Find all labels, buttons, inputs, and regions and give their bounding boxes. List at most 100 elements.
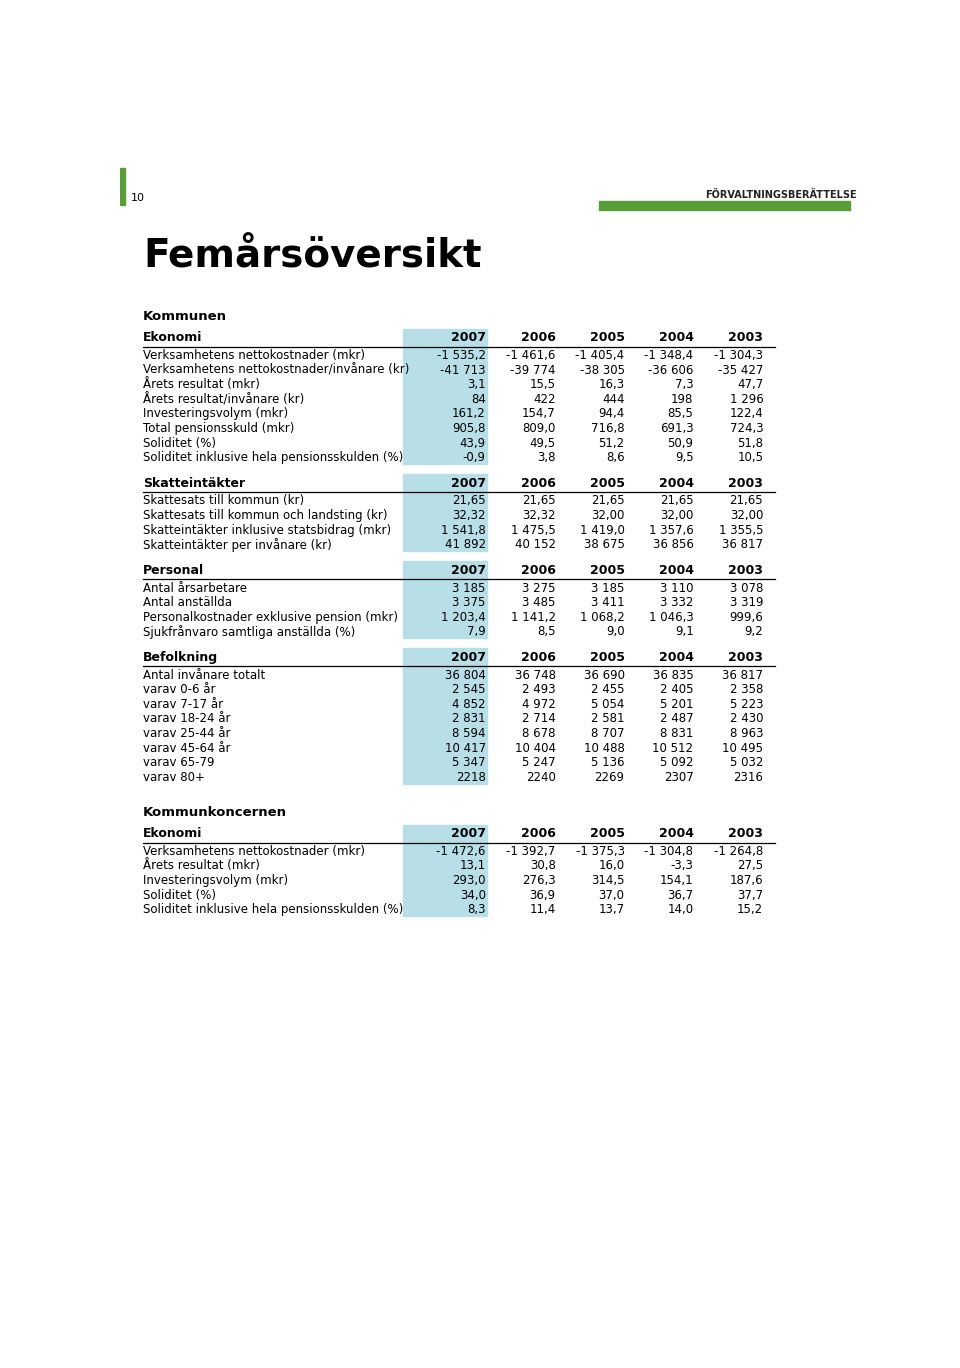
Text: 36 748: 36 748 (515, 669, 556, 681)
Text: 2007: 2007 (451, 651, 486, 663)
Text: 1 296: 1 296 (730, 393, 763, 406)
Text: varav 65-79: varav 65-79 (143, 757, 215, 769)
Bar (403, 769, 487, 784)
Text: Befolkning: Befolkning (143, 651, 218, 663)
Text: 21,65: 21,65 (660, 494, 693, 508)
Text: 1 357,6: 1 357,6 (649, 524, 693, 536)
Text: 32,00: 32,00 (660, 509, 693, 523)
Bar (403, 825, 487, 843)
Text: varav 45-64 år: varav 45-64 år (143, 741, 230, 755)
Text: Investeringsvolym (mkr): Investeringsvolym (mkr) (143, 408, 288, 420)
Text: -1 392,7: -1 392,7 (506, 845, 556, 858)
Text: 2 430: 2 430 (730, 713, 763, 725)
Text: 2005: 2005 (589, 477, 625, 490)
Text: Skattesats till kommun och landsting (kr): Skattesats till kommun och landsting (kr… (143, 509, 388, 523)
Text: -38 305: -38 305 (580, 364, 625, 376)
Text: Ekonomi: Ekonomi (143, 828, 203, 840)
Text: Skatteintäkter inklusive statsbidrag (mkr): Skatteintäkter inklusive statsbidrag (mk… (143, 524, 392, 536)
Text: 4 972: 4 972 (522, 698, 556, 711)
Text: 314,5: 314,5 (591, 874, 625, 886)
Text: 8,5: 8,5 (537, 625, 556, 639)
Text: -39 774: -39 774 (510, 364, 556, 376)
Bar (403, 843, 487, 858)
Text: Total pensionsskuld (mkr): Total pensionsskuld (mkr) (143, 423, 295, 435)
Text: 8,6: 8,6 (606, 451, 625, 464)
Text: 2004: 2004 (659, 651, 693, 663)
Text: 1 355,5: 1 355,5 (719, 524, 763, 536)
Text: 5 223: 5 223 (730, 698, 763, 711)
Text: Verksamhetens nettokostnader (mkr): Verksamhetens nettokostnader (mkr) (143, 845, 365, 858)
Text: 10 488: 10 488 (584, 741, 625, 755)
Text: 2003: 2003 (729, 564, 763, 577)
Text: 2 581: 2 581 (591, 713, 625, 725)
Text: 40 152: 40 152 (515, 539, 556, 551)
Text: 85,5: 85,5 (667, 408, 693, 420)
Text: 2003: 2003 (729, 331, 763, 345)
Text: varav 18-24 år: varav 18-24 år (143, 713, 230, 725)
Bar (403, 681, 487, 696)
Bar (403, 648, 487, 668)
Bar (403, 450, 487, 465)
Text: 16,0: 16,0 (598, 859, 625, 873)
Text: -1 472,6: -1 472,6 (437, 845, 486, 858)
Bar (403, 376, 487, 391)
Text: 43,9: 43,9 (460, 436, 486, 450)
Text: Sjukfrånvaro samtliga anställda (%): Sjukfrånvaro samtliga anställda (%) (143, 625, 355, 639)
Text: 51,8: 51,8 (737, 436, 763, 450)
Text: Antal årsarbetare: Antal årsarbetare (143, 581, 248, 595)
Text: 9,1: 9,1 (675, 625, 693, 639)
Text: 2007: 2007 (451, 477, 486, 490)
Text: 9,5: 9,5 (675, 451, 693, 464)
Text: Soliditet (%): Soliditet (%) (143, 436, 216, 450)
Text: 444: 444 (602, 393, 625, 406)
Text: Ekonomi: Ekonomi (143, 331, 203, 345)
Text: 2005: 2005 (589, 828, 625, 840)
Text: 724,3: 724,3 (730, 423, 763, 435)
Text: Antal invånare totalt: Antal invånare totalt (143, 669, 266, 681)
Text: -1 304,3: -1 304,3 (714, 349, 763, 363)
Bar (403, 406, 487, 420)
Text: 7,3: 7,3 (675, 378, 693, 391)
Text: 1 541,8: 1 541,8 (441, 524, 486, 536)
Text: 2006: 2006 (520, 651, 556, 663)
Bar (403, 347, 487, 363)
Text: 2007: 2007 (451, 828, 486, 840)
Text: 3 485: 3 485 (522, 596, 556, 609)
Text: 37,0: 37,0 (598, 889, 625, 902)
Bar (403, 475, 487, 492)
Text: 2004: 2004 (659, 331, 693, 345)
Bar (403, 725, 487, 740)
Text: -1 535,2: -1 535,2 (437, 349, 486, 363)
Text: 10,5: 10,5 (737, 451, 763, 464)
Bar (403, 668, 487, 681)
Text: -36 606: -36 606 (648, 364, 693, 376)
Text: 5 092: 5 092 (660, 757, 693, 769)
Text: 8 963: 8 963 (730, 726, 763, 740)
Text: 122,4: 122,4 (730, 408, 763, 420)
Text: -1 264,8: -1 264,8 (714, 845, 763, 858)
Text: 8 831: 8 831 (660, 726, 693, 740)
Text: 15,5: 15,5 (530, 378, 556, 391)
Bar (403, 888, 487, 902)
Text: 36 817: 36 817 (722, 539, 763, 551)
Text: 2 545: 2 545 (452, 683, 486, 696)
Text: 10 404: 10 404 (515, 741, 556, 755)
Text: 2005: 2005 (589, 651, 625, 663)
Text: 49,5: 49,5 (529, 436, 556, 450)
Text: -1 304,8: -1 304,8 (644, 845, 693, 858)
Text: Soliditet inklusive hela pensionsskulden (%): Soliditet inklusive hela pensionsskulden… (143, 451, 403, 464)
Text: 50,9: 50,9 (667, 436, 693, 450)
Text: Soliditet inklusive hela pensionsskulden (%): Soliditet inklusive hela pensionsskulden… (143, 903, 403, 917)
Text: -1 405,4: -1 405,4 (575, 349, 625, 363)
Text: -3,3: -3,3 (671, 859, 693, 873)
Text: 2 455: 2 455 (591, 683, 625, 696)
Text: Antal anställda: Antal anställda (143, 596, 232, 609)
Bar (403, 328, 487, 347)
Text: 2004: 2004 (659, 828, 693, 840)
Text: Verksamhetens nettokostnader (mkr): Verksamhetens nettokostnader (mkr) (143, 349, 365, 363)
Text: 2 831: 2 831 (452, 713, 486, 725)
Text: 1 046,3: 1 046,3 (649, 610, 693, 624)
Text: 94,4: 94,4 (598, 408, 625, 420)
Bar (403, 711, 487, 725)
Text: -1 375,3: -1 375,3 (576, 845, 625, 858)
